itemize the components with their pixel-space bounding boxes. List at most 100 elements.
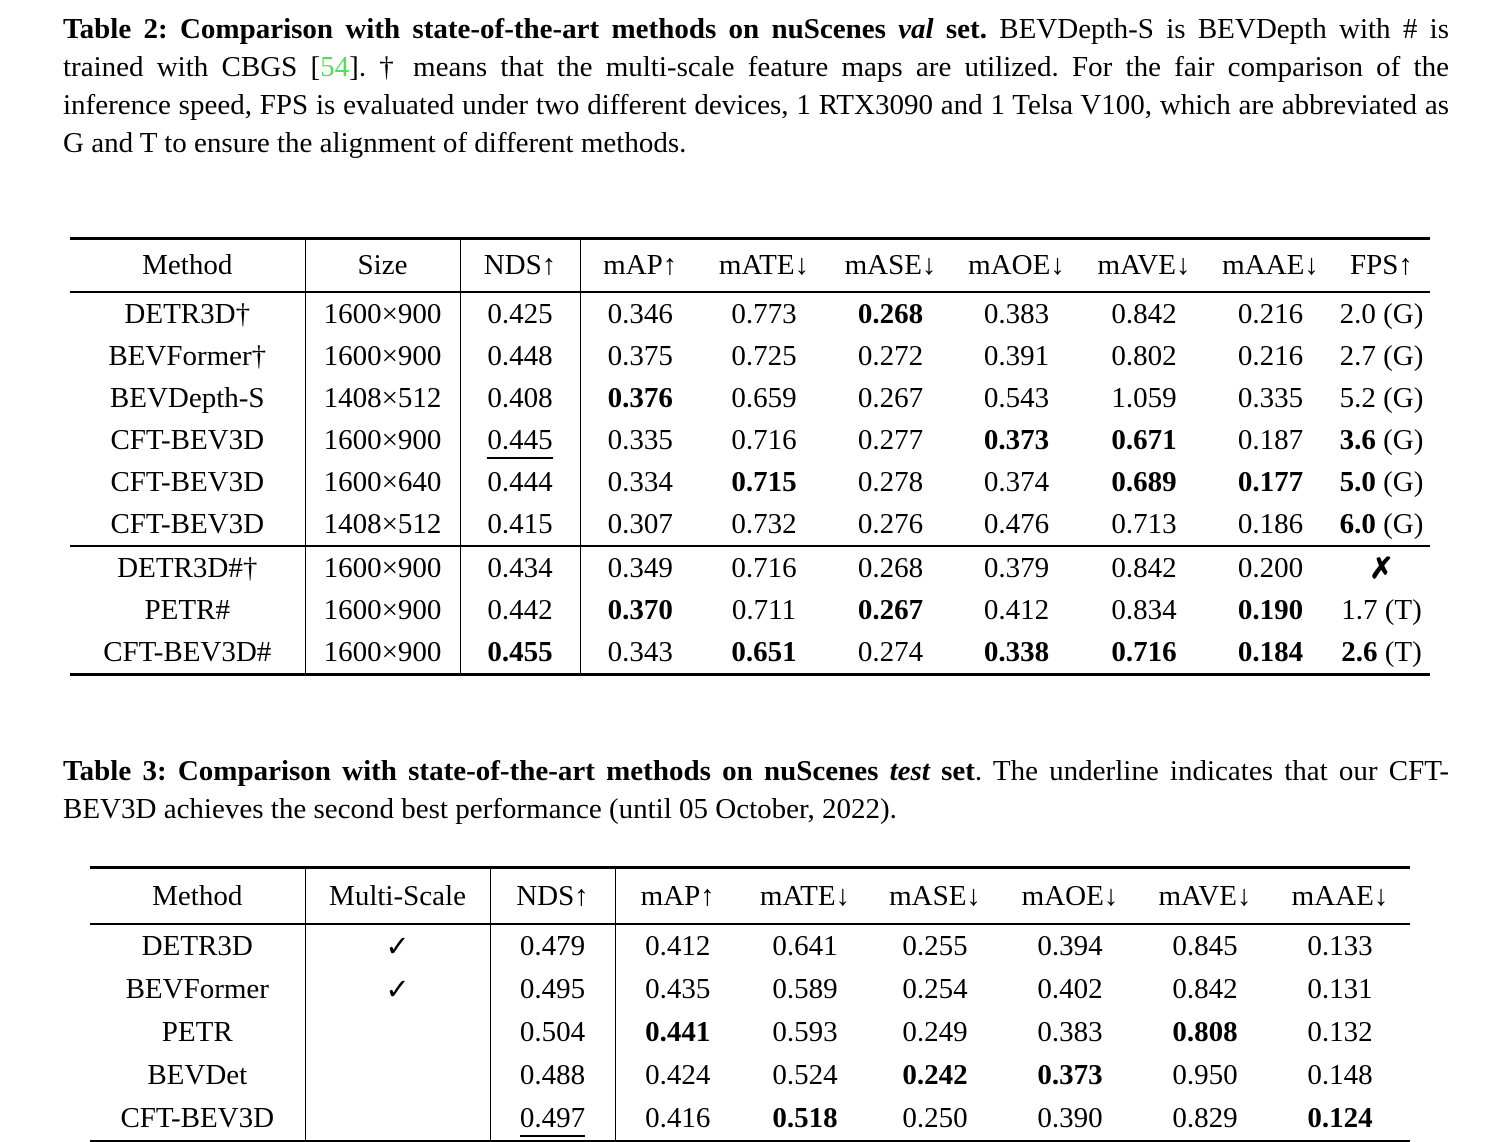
value-cell (305, 1097, 491, 1142)
cell-value: BEVFormer (125, 973, 269, 1005)
value-cell: 1.059 (1080, 377, 1208, 419)
value-cell: 1600×900 (305, 419, 461, 461)
cell-value: 0.383 (983, 297, 1050, 330)
caption-text-segment: BEVDepth-S is BEVDepth with # is trained… (63, 13, 1449, 83)
cell-value: 0.716 (731, 551, 797, 584)
cell-suffix: (G) (1375, 297, 1424, 330)
value-cell: 0.335 (580, 419, 700, 461)
value-cell: 0.133 (1270, 924, 1410, 968)
cell-value: 0.276 (857, 507, 924, 540)
table-row: BEVFormer ✓ 0.495 0.435 0.589 0.254 0.402 0.842… (90, 968, 1410, 1011)
column-header: mAP↑ (640, 879, 715, 912)
value-cell: 1408×512 (305, 503, 461, 546)
value-cell: 0.268 (828, 546, 953, 589)
cell-value: 0.713 (1111, 507, 1177, 540)
value-cell: 1600×900 (305, 292, 461, 335)
cell-value: 0.497 (519, 1102, 586, 1137)
value-cell: 0.476 (953, 503, 1080, 546)
value-cell: 0.716 (700, 546, 828, 589)
value-cell: 0.373 (1000, 1054, 1140, 1097)
cell-value: 1600×900 (323, 423, 442, 456)
cell-value: 0.593 (772, 1016, 838, 1048)
cell-value: 0.391 (983, 339, 1050, 372)
value-cell: 0.338 (953, 631, 1080, 675)
method-cell: PETR (90, 1011, 306, 1054)
cell-suffix: (G) (1375, 423, 1424, 456)
value-cell: 0.383 (1000, 1011, 1140, 1054)
cell-value: CFT-BEV3D (110, 465, 265, 498)
value-cell: 0.593 (740, 1011, 870, 1054)
cell-value: 0.267 (857, 593, 924, 626)
value-cell: 0.408 (460, 377, 581, 419)
cell-value: 0.272 (857, 339, 924, 372)
value-cell (305, 1011, 491, 1054)
value-cell: 0.434 (460, 546, 581, 589)
cell-value: 0.277 (857, 423, 924, 456)
cell-value: 0.829 (1172, 1102, 1238, 1134)
cell-value: BEVDet (147, 1059, 248, 1091)
value-cell: 0.425 (460, 292, 581, 335)
cell-value: 3.6 (1339, 423, 1376, 456)
value-cell: 2.0 (G) (1333, 292, 1430, 335)
value-cell: 0.278 (828, 461, 953, 503)
cell-value: 1600×640 (323, 465, 442, 498)
value-cell: 5.2 (G) (1333, 377, 1430, 419)
cell-suffix: (G) (1375, 381, 1424, 414)
cell-value: 1.059 (1111, 381, 1177, 414)
value-cell: 0.394 (1000, 924, 1140, 968)
value-cell: 0.131 (1270, 968, 1410, 1011)
cell-value: 0.334 (607, 465, 673, 498)
cell-value: 0.346 (607, 297, 673, 330)
cell-value: 0.216 (1237, 339, 1304, 372)
value-cell: 1.7 (T) (1333, 589, 1430, 631)
cell-value: 0.834 (1111, 593, 1177, 626)
citation-ref[interactable]: 54 (320, 51, 350, 83)
cell-value: 0.442 (487, 593, 553, 626)
value-cell: 0.186 (1208, 503, 1333, 546)
value-cell: 0.504 (490, 1011, 616, 1054)
value-cell: 0.445 (460, 419, 581, 461)
cell-value: 2.7 (1339, 339, 1376, 372)
cell-suffix: (G) (1375, 465, 1424, 498)
cell-value: DETR3D† (124, 297, 251, 330)
cell-value: 0.671 (1111, 423, 1177, 456)
value-cell: 0.732 (700, 503, 828, 546)
method-cell: DETR3D#† (70, 546, 306, 589)
cell-value: 0.518 (772, 1102, 838, 1134)
cell-value: 0.445 (487, 423, 553, 459)
caption-text-segment: test (889, 755, 930, 787)
cell-value: 0.376 (607, 381, 673, 414)
cell-value: 0.732 (731, 507, 797, 540)
value-cell: 0.689 (1080, 461, 1208, 503)
value-cell: 0.488 (490, 1054, 616, 1097)
cell-value: 6.0 (1339, 507, 1376, 540)
value-cell: 0.132 (1270, 1011, 1410, 1054)
cell-value: 0.802 (1111, 339, 1177, 372)
value-cell: ✓ (305, 924, 491, 968)
table-row: CFT-BEV3D 1600×900 0.445 0.335 0.716 0.277 0.3… (70, 419, 1430, 461)
cell-value: 0.416 (645, 1102, 711, 1134)
value-cell: 1600×640 (305, 461, 461, 503)
cell-value: 0.715 (731, 465, 797, 498)
cell-value: 0.124 (1307, 1102, 1373, 1134)
method-cell: BEVFormer† (70, 335, 306, 377)
caption-text-segment: set (929, 755, 975, 787)
cell-value: 0.184 (1237, 635, 1304, 668)
cell-value: 0.425 (487, 297, 553, 330)
value-cell: 0.415 (460, 503, 581, 546)
cell-value: 1600×900 (323, 297, 442, 330)
cell-value: 1408×512 (323, 507, 442, 540)
cell-value: 0.343 (607, 635, 673, 668)
value-cell: 0.641 (740, 924, 870, 968)
caption-text-segment: Table 2: Comparison with state-of-the-ar… (63, 13, 899, 45)
value-cell: 0.441 (615, 1011, 740, 1054)
value-cell: 0.424 (615, 1054, 740, 1097)
value-cell: 0.216 (1208, 335, 1333, 377)
cell-value: BEVFormer† (108, 339, 267, 372)
caption-text-segment: set. (933, 13, 987, 45)
value-cell: 0.834 (1080, 589, 1208, 631)
value-cell: 0.267 (828, 589, 953, 631)
cell-value: 0.177 (1237, 465, 1304, 498)
value-cell: 0.255 (870, 924, 1000, 968)
value-cell: ✓ (305, 968, 491, 1011)
